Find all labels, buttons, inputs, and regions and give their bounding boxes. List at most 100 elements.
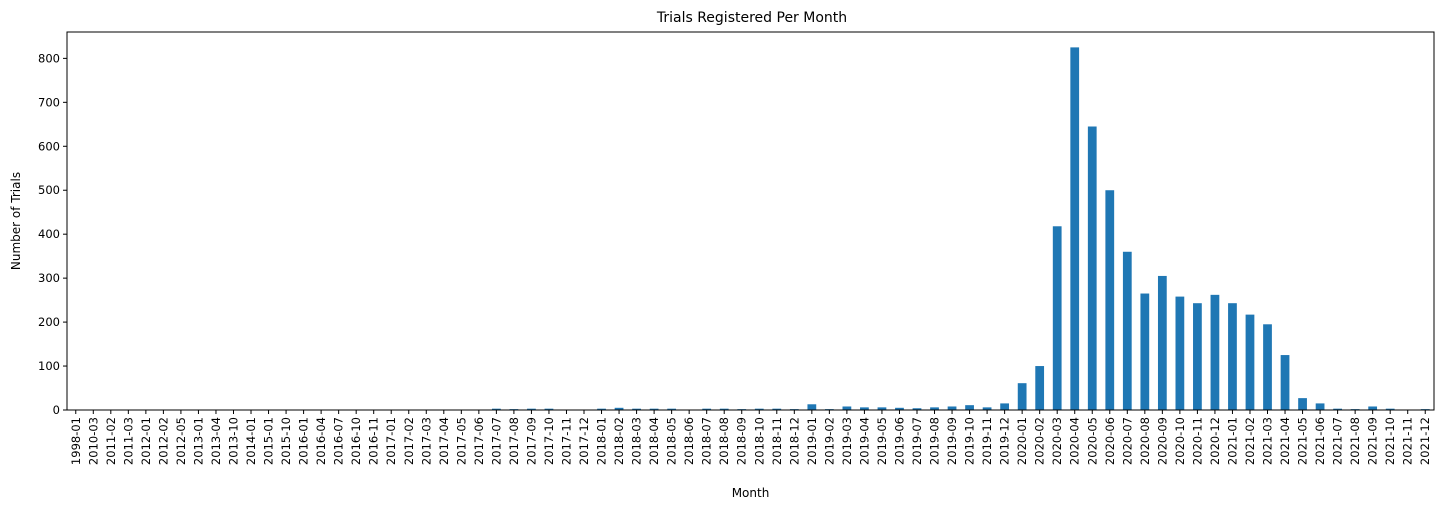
y-tick-label: 100 [38,359,60,373]
x-tick-label: 2018-06 [682,417,696,465]
bar-2021-04 [1280,355,1290,410]
x-tick-label: 2020-01 [1015,417,1029,465]
bar-2019-06 [895,407,904,410]
x-tick-label: 2020-08 [1138,417,1152,465]
bar-2021-07 [1333,408,1342,410]
bar-2021-09 [1368,406,1378,410]
bar-2020-09 [1157,275,1167,410]
x-tick-label: 2021-01 [1225,417,1239,465]
x-tick-label: 2017-12 [577,417,591,465]
bar-2019-08 [930,407,939,410]
bar-2017-09 [527,408,536,410]
x-tick-label: 2021-08 [1348,417,1362,465]
bar-2020-04 [1070,47,1080,410]
y-tick-label: 500 [38,183,60,197]
x-tick-label: 2019-12 [998,417,1012,465]
bar-2019-09 [947,406,957,410]
x-tick-label: 2016-04 [314,417,328,465]
x-tick-label: 2020-07 [1120,417,1134,465]
x-tick-label: 2016-07 [332,417,346,465]
x-tick-label: 2018-05 [665,417,679,465]
bar-2019-12 [1000,403,1010,410]
y-axis: 0 100 200 300 400 500 600 700 800 [38,51,67,417]
x-tick-label: 2020-04 [1068,417,1082,465]
x-tick-label: 2017-11 [559,417,573,465]
bar-2019-05 [877,407,887,410]
x-tick-label: 2019-08 [928,417,942,465]
x-tick-label: 2018-10 [752,417,766,465]
x-tick-label: 2017-01 [384,417,398,465]
bar-2021-10 [1385,408,1395,410]
x-tick-label: 2015-10 [279,417,293,465]
x-tick-label: 2013-04 [209,417,223,465]
x-tick-label: 2018-03 [630,417,644,465]
bar-2020-06 [1105,190,1115,410]
x-tick-label: 2021-06 [1313,417,1327,465]
y-tick-label: 200 [38,315,60,329]
bar-2021-02 [1245,314,1255,410]
x-tick-label: 2018-02 [612,417,626,465]
y-tick-label: 600 [38,139,60,153]
x-tick-label: 2021-03 [1261,417,1275,465]
bar-2021-03 [1263,324,1272,410]
x-tick-label: 2021-04 [1278,417,1292,465]
x-tick-label: 2018-09 [735,417,749,465]
x-tick-label: 2011-03 [121,417,135,465]
x-tick-label: 2020-06 [1103,417,1117,465]
bar-2019-11 [982,407,992,410]
x-tick-label: 2019-10 [963,417,977,465]
x-tick-label: 2018-12 [787,417,801,465]
y-axis-label: Number of Trials [9,172,23,270]
x-tick-label: 2018-07 [700,417,714,465]
bar-2020-03 [1052,226,1062,410]
x-tick-label: 2021-05 [1296,417,1310,465]
bar-2019-07 [912,408,922,410]
x-tick-label: 2021-12 [1418,417,1432,465]
bar-2021-05 [1298,398,1307,410]
x-tick-label: 2016-01 [297,417,311,465]
x-tick-label: 2017-02 [402,417,416,465]
x-tick-label: 2021-11 [1401,417,1415,465]
x-tick-label: 2019-06 [892,417,906,465]
x-tick-label: 2012-05 [174,417,188,465]
x-tick-label: 2020-10 [1173,417,1187,465]
bar-2018-03 [632,408,641,410]
x-tick-label: 2019-07 [910,417,924,465]
y-tick-label: 400 [38,227,60,241]
bar-2018-01 [597,408,606,410]
bar-2018-05 [667,408,677,410]
bar-2020-10 [1175,296,1185,410]
x-axis: 1998-01 2010-03 2011-02 2011-03 2012-01 2012-… [69,410,1432,465]
x-tick-label: 2019-09 [945,417,959,465]
bar-2020-01 [1017,383,1027,410]
bar-2020-11 [1193,303,1202,410]
x-tick-label: 2016-11 [367,417,381,465]
plot-frame [66,31,1435,411]
x-tick-label: 2020-05 [1085,417,1099,465]
x-tick-label: 2019-03 [840,417,854,465]
bar-2019-01 [807,404,817,410]
bar-2019-04 [860,407,869,410]
bar-2017-07 [491,408,501,410]
bar-2021-06 [1315,403,1325,410]
bar-2020-12 [1210,294,1220,410]
y-tick-label: 300 [38,271,60,285]
x-tick-label: 2017-03 [419,417,433,465]
y-tick-label: 800 [38,51,60,65]
bar-2019-03 [842,406,852,410]
x-tick-label: 2012-01 [139,417,153,465]
x-tick-label: 2019-02 [822,417,836,465]
x-tick-label: 2011-02 [104,417,118,465]
x-tick-label: 2016-10 [349,417,363,465]
x-tick-label: 2018-08 [717,417,731,465]
bar-2020-02 [1035,366,1045,410]
y-tick-label: 0 [53,403,60,417]
chart-title: Trials Registered Per Month [656,10,847,26]
x-tick-label: 2019-11 [980,417,994,465]
x-tick-label: 2017-06 [472,417,486,465]
x-tick-label: 2020-11 [1190,417,1204,465]
x-tick-label: 2020-09 [1155,417,1169,465]
x-tick-label: 2013-10 [226,417,240,465]
x-tick-label: 2019-01 [805,417,819,465]
